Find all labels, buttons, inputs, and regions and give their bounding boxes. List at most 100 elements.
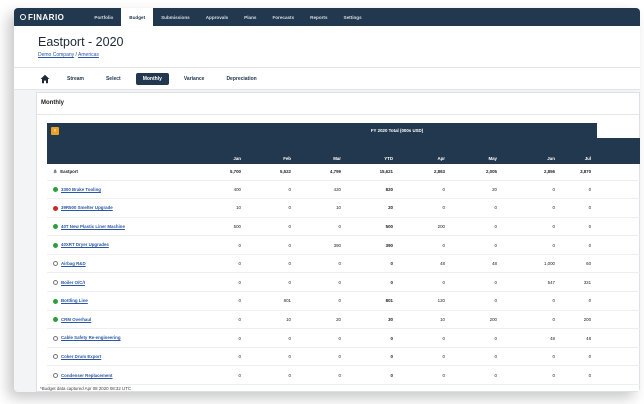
table-title: FY 2020 Total (000s USD) [197,123,598,138]
column-header-ytd[interactable]: YTD [347,138,399,164]
row-name-cell: Coker Drum Export [47,347,197,367]
table-row[interactable]: CRM Overhaul 0 10 20 30 10 200 0 200 [47,310,640,330]
hierarchy-icon: ⋔ [53,168,58,175]
nav-item-plans[interactable]: Plans [244,14,257,20]
cell-may: 0 [451,272,503,293]
table-row[interactable]: 40XRT Dryer Upgrades 0 0 390 390 0 0 0 0 [47,235,640,255]
project-link[interactable]: 3300 Brake Tooling [61,186,101,192]
cell-jun: 547 [503,272,561,293]
column-header-may[interactable]: May [451,138,503,164]
cell-jul: 0 [561,180,598,200]
total-row: ⋔ Eastport 5,700 5,522 4,799 15,621 2,863 2,005… [47,164,640,181]
project-link[interactable]: Boiler O/C/I [61,279,85,285]
cell-may: 0 [451,328,503,348]
cell-feb: 0 [247,180,297,200]
cell-jul: 331 [561,272,598,293]
project-link[interactable]: 39R500 Smelter Upgrade [61,205,113,211]
table-row[interactable]: Boiler O/C/I 0 0 0 0 0 0 547 331 [47,272,640,293]
cell-jun: 1,000 [503,254,561,274]
table-body: ⋔ Eastport 5,700 5,522 4,799 15,621 2,863 2,005… [47,164,640,386]
project-link[interactable]: Bottling Line [61,298,88,304]
cell-ytd: 390 [347,235,399,255]
cell-jan: 0 [197,365,247,386]
cell-mar: 0 [297,272,347,293]
cell-jun: 0 [503,291,561,311]
cell-may: 0 [451,365,503,386]
row-name-cell: 3300 Brake Tooling [47,180,197,200]
column-header-jan[interactable]: Jan [197,138,247,164]
project-link[interactable]: Cable Safety Re-engineering [61,335,121,341]
cell-feb: 0 [247,217,297,237]
nav-item-settings[interactable]: Settings [343,14,362,20]
cell-apr: 0 [399,272,451,293]
cell-jan: 10 [197,198,247,218]
cell-jan: 0 [197,347,247,367]
cell-mar: 0 [297,291,347,311]
tab-monthly[interactable]: Monthly [135,72,169,85]
cell-feb: 0 [247,365,297,386]
tab-stream[interactable]: Stream [67,75,84,82]
cell-apr: 0 [399,347,451,367]
cell-overflow [597,272,640,293]
status-empty-icon [53,335,58,341]
nav-item-submissions[interactable]: Submissions [161,14,190,20]
project-link[interactable]: CRM Overhaul [61,316,92,322]
cell-overflow [597,235,640,255]
cell-feb: 0 [247,235,297,255]
column-header-feb[interactable]: Feb [247,138,297,164]
cell-overflow [597,291,640,311]
column-header-mar[interactable]: Mar [297,138,347,164]
logo[interactable]: FINARIO [20,13,64,22]
column-header-apr[interactable]: Apr [399,138,451,164]
tab-variance[interactable]: Variance [183,75,205,82]
table-row[interactable]: 39R500 Smelter Upgrade 10 0 10 20 0 0 0 0 [47,198,640,218]
cell-jul: 60 [561,254,598,274]
nav-item-approvals[interactable]: Approvals [205,14,229,20]
breadcrumb: Demo Company / Americas [38,52,640,58]
column-header-jul[interactable]: Jul [561,138,598,164]
cell-feb: 0 [247,347,297,367]
tab-bar: Stream Select Monthly Variance Depreciation [14,68,640,90]
tab-depreciation[interactable]: Depreciation [226,75,257,82]
tab-select[interactable]: Select [105,75,121,82]
cell-jan: 0 [197,272,247,293]
chevron-left-icon[interactable]: ‹ [51,126,59,135]
breadcrumb-region[interactable]: Americas [78,52,99,58]
project-link[interactable]: 40XRT Dryer Upgrades [61,242,109,248]
cell-overflow [597,217,640,237]
cell-jan: 0 [197,291,247,311]
column-header-jun[interactable]: Jun [503,138,561,164]
table-row[interactable]: Bottling Line 0 801 0 801 120 0 0 0 [47,291,640,311]
table-row[interactable]: Condenser Replacement 0 0 0 0 0 0 0 0 [47,365,640,386]
table-row[interactable]: 3300 Brake Tooling 400 0 420 820 0 20 0 0 [47,180,640,200]
table-row[interactable]: Airbag R&D 0 0 0 0 48 48 1,000 60 [47,254,640,274]
nav-item-reports[interactable]: Reports [310,14,328,20]
tabs: Stream Select Monthly Variance Depreciation [60,72,272,85]
breadcrumb-company[interactable]: Demo Company [38,52,75,58]
cell-apr: 0 [399,198,451,218]
cell-mar: 0 [297,365,347,386]
project-link[interactable]: Airbag R&D [61,261,86,266]
cell-jan: 400 [197,180,247,200]
cell-apr: 10 [399,310,451,330]
project-link[interactable]: Condenser Replacement [61,372,113,378]
table-row[interactable]: 40T New Plastic Liner Machine 500 0 0 500 200… [47,217,640,237]
nav-item-budget[interactable]: Budget [121,8,154,26]
project-link[interactable]: 40T New Plastic Liner Machine [61,223,125,229]
home-icon[interactable] [40,74,50,84]
monthly-panel: Monthly ‹ FY 2020 Total (000s USD) Jan Fe… [36,92,640,392]
table-row[interactable]: Coker Drum Export 0 0 0 0 0 0 0 0 [47,347,640,367]
cell-overflow [597,310,640,330]
project-link[interactable]: Coker Drum Export [61,353,102,359]
nav-item-portfolio[interactable]: Portfolio [94,14,114,20]
cell-ytd: 820 [347,180,399,200]
table-row[interactable]: Cable Safety Re-engineering 0 0 0 0 0 0 48 48 [47,328,640,348]
cell-ytd: 20 [347,198,399,218]
cell-jul: 0 [561,347,598,367]
cell-overflow [597,328,640,348]
nav-item-forecasts[interactable]: Forecasts [272,14,295,20]
site-name: Eastport [60,168,79,174]
cell-jun: 0 [503,365,561,386]
cell-feb: 0 [247,254,297,274]
cell-jan: 500 [197,217,247,237]
